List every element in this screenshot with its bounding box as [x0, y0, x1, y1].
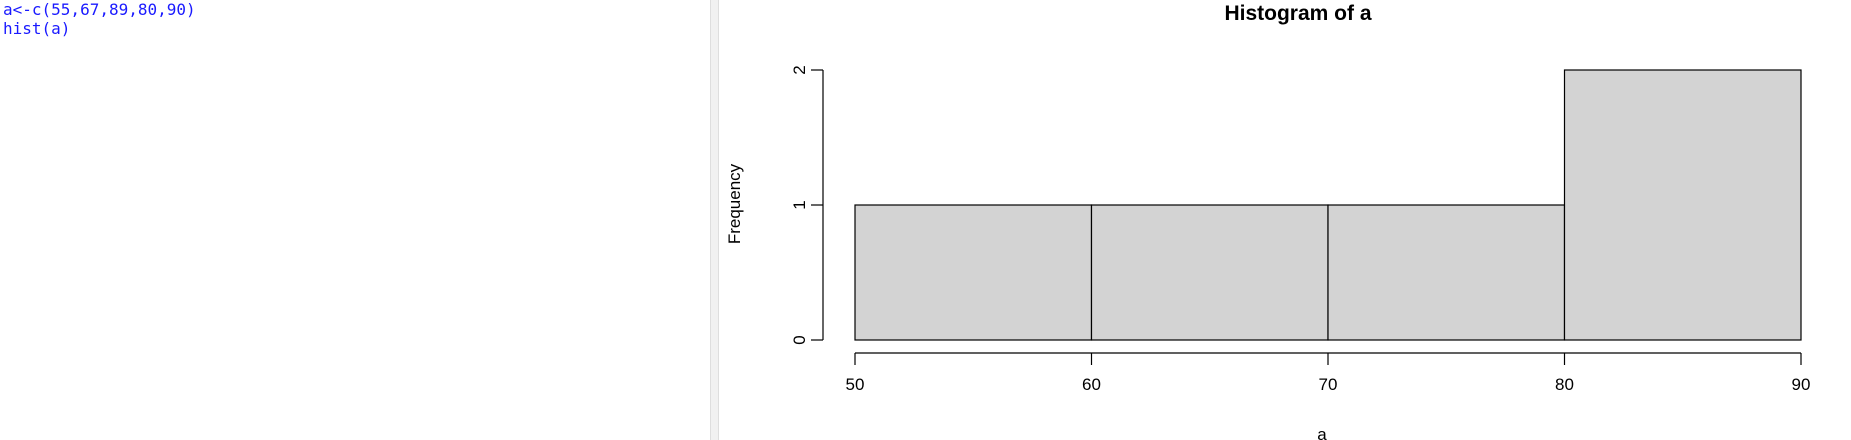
x-tick-label-70: 70: [1319, 375, 1338, 394]
histogram-bar-3: [1327, 204, 1566, 341]
x-tick-label-80: 80: [1555, 375, 1574, 394]
r-console-pane[interactable]: a<-c(55,67,89,80,90) hist(a): [0, 0, 710, 440]
y-tick-label-0: 0: [790, 335, 809, 344]
y-axis-label: Frequency: [725, 163, 744, 244]
x-axis: 50 60 70 80 90: [846, 352, 1811, 394]
x-tick-label-50: 50: [846, 375, 865, 394]
histogram-bar-2: [1090, 204, 1329, 341]
x-tick-label-60: 60: [1082, 375, 1101, 394]
histogram-bar-4: [1563, 69, 1802, 341]
console-line-hist[interactable]: hist(a): [3, 19, 71, 38]
y-tick-label-1: 1: [790, 200, 809, 209]
pane-splitter[interactable]: [710, 0, 719, 440]
y-axis: 0 1 2: [790, 65, 824, 345]
y-tick-label-2: 2: [790, 65, 809, 74]
histogram-chart: Histogram of a Frequency a 0 1 2 50 60 70 80 9…: [725, 2, 1811, 440]
plot-pane: Histogram of a Frequency a 0 1 2 50 60 70 80 9…: [720, 0, 1851, 440]
histogram-bars: [854, 69, 1802, 341]
x-axis-label: a: [1317, 425, 1327, 440]
console-line-assign[interactable]: a<-c(55,67,89,80,90): [3, 0, 196, 19]
x-tick-label-90: 90: [1792, 375, 1811, 394]
histogram-bar-1: [854, 204, 1093, 341]
chart-title: Histogram of a: [1224, 2, 1371, 25]
